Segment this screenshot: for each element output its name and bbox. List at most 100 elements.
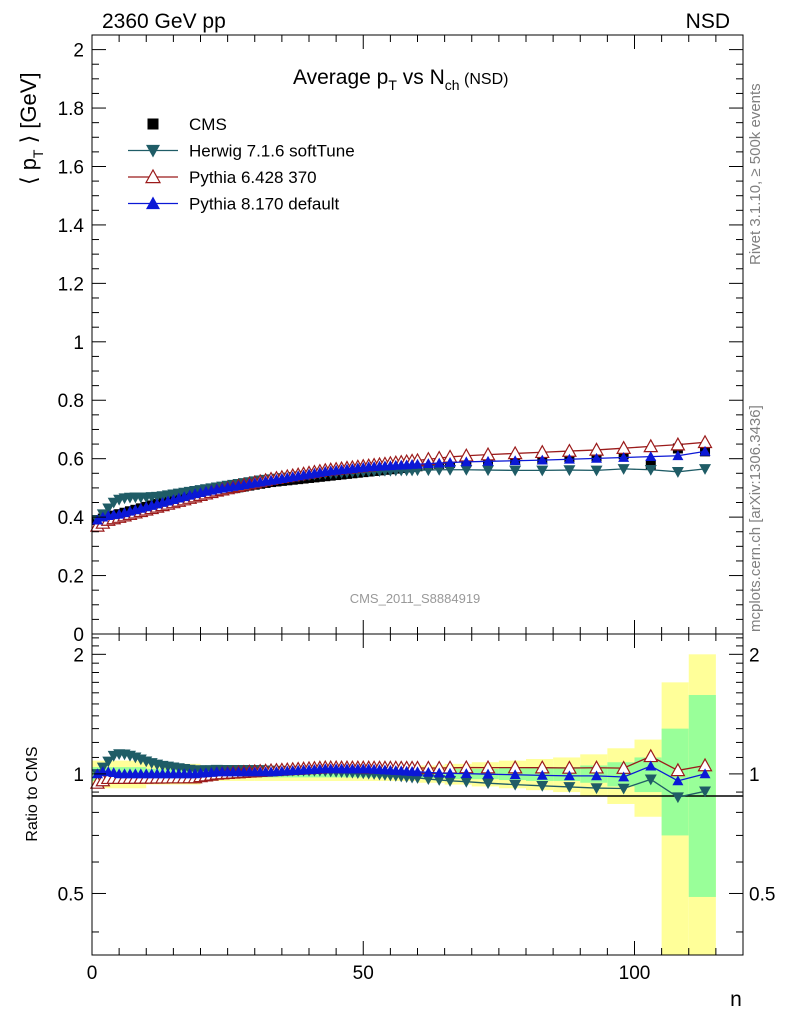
ratio-y-tick-label-right: 2 (749, 645, 760, 666)
ratio-point-pythia8 (433, 767, 445, 778)
ratio-point-herwig (644, 774, 657, 786)
y-tick-label: 0.8 (58, 391, 84, 412)
y-tick-label: 0.6 (58, 450, 84, 471)
ratio-point-herwig (444, 776, 457, 787)
legend-item-herwig: Herwig 7.1.6 softTune (128, 142, 355, 161)
main-plot-axes: 0 0.2 0.4 0.6 0.8 1 1.2 1.4 1.6 1.8 2 (58, 35, 743, 646)
ratio-y-tick-label-right: 0.5 (749, 884, 775, 905)
data-point-pythia8 (460, 456, 472, 467)
ratio-y-tick-label-right: 1 (749, 765, 760, 786)
ratio-y-tick-label: 0.5 (58, 884, 84, 905)
data-point-herwig (644, 464, 657, 476)
main-plot-title: Average pT vs Nch (NSD) (293, 66, 508, 93)
ratio-point-pythia8 (618, 771, 630, 782)
legend-item-pythia6: Pythia 6.428 370 (128, 168, 317, 187)
data-point-herwig (102, 503, 115, 515)
ratio-point-herwig (536, 780, 549, 792)
ratio-point-herwig (671, 792, 684, 804)
y-tick-label: 1 (73, 333, 84, 354)
data-point-pythia8 (618, 452, 630, 462)
data-point-herwig (617, 464, 630, 475)
series-pythia6 (89, 434, 713, 532)
data-point-herwig (433, 464, 446, 476)
legend-item-cms: CMS (147, 115, 227, 134)
ratio-point-pythia8 (563, 770, 575, 781)
ratio-series-pythia8 (91, 760, 711, 786)
data-point-pythia8 (444, 456, 456, 467)
ratio-point-pythia8 (591, 770, 603, 781)
data-point-herwig (460, 464, 473, 476)
ratio-point-herwig (102, 756, 115, 768)
data-point-pythia8 (645, 451, 657, 462)
ratio-point-herwig (422, 774, 435, 786)
mcplots-label: mcplots.cern.ch [arXiv:1306.3436] (747, 405, 764, 632)
data-point-pythia8 (699, 445, 711, 456)
main-plot-marks (89, 434, 713, 532)
legend-label: Pythia 6.428 370 (189, 168, 317, 187)
process-label: NSD (686, 10, 730, 33)
y-tick-label: 1.2 (58, 274, 84, 295)
ratio-point-herwig (590, 783, 603, 795)
legend-marker-pythia6 (144, 168, 162, 184)
main-plot-panel: 0 0.2 0.4 0.6 0.8 1 1.2 1.4 1.6 1.8 2 Average pT v… (16, 34, 744, 646)
data-point-pythia6 (670, 436, 686, 451)
legend-item-pythia8: Pythia 8.170 default (128, 195, 340, 214)
ratio-point-pythia8 (444, 767, 456, 778)
data-point-herwig (482, 465, 495, 477)
rivet-version-label: Rivet 3.1.10, ≥ 500k events (747, 83, 764, 265)
analysis-watermark: CMS_2011_S8884919 (350, 591, 481, 606)
legend-label: Pythia 8.170 default (189, 195, 340, 214)
ratio-point-herwig (482, 778, 495, 790)
data-point-pythia8 (91, 514, 103, 525)
y-tick-label: 1.6 (58, 157, 84, 178)
data-point-herwig (509, 465, 522, 477)
ratio-point-pythia8 (460, 768, 472, 779)
y-tick-label: 0.2 (58, 567, 84, 588)
data-point-pythia8 (672, 450, 684, 461)
ratio-point-pythia8 (412, 766, 423, 777)
data-point-pythia8 (591, 452, 603, 463)
ratio-plot-axes: 0.5 0.5 1 1 2 2 (58, 634, 775, 955)
data-point-herwig (590, 465, 603, 477)
ratio-point-pythia8 (509, 769, 521, 780)
legend-label: CMS (189, 115, 227, 134)
x-tick-label: 100 (619, 963, 651, 984)
y-tick-label: 1.4 (58, 216, 85, 237)
legend-label: Herwig 7.1.6 softTune (189, 142, 355, 161)
ratio-point-herwig (460, 776, 473, 788)
x-axis-label: n (730, 988, 742, 1011)
ratio-y-axis-label: Ratio to CMS (24, 746, 41, 841)
ratio-y-tick-label: 1 (73, 765, 84, 786)
series-pythia8 (91, 445, 711, 525)
ratio-point-pythia8 (482, 768, 494, 779)
data-point-herwig (563, 465, 576, 477)
data-point-pythia8 (433, 457, 445, 468)
data-point-pythia8 (509, 455, 521, 466)
x-tick-label: 50 (353, 963, 374, 984)
data-point-pythia8 (563, 453, 575, 464)
data-point-pythia8 (536, 454, 548, 465)
data-point-herwig (536, 465, 549, 477)
ratio-y-tick-label: 2 (73, 645, 84, 666)
legend: CMS Herwig 7.1.6 softTune Pythia 6.428 370… (128, 115, 355, 214)
legend-marker-herwig (146, 144, 160, 158)
ratio-point-herwig (433, 775, 446, 786)
data-point-cms (645, 459, 656, 470)
ratio-point-herwig (509, 779, 522, 791)
y-tick-label: 2 (73, 41, 84, 62)
data-point-herwig (699, 464, 712, 475)
collision-label: 2360 GeV pp (102, 10, 226, 33)
data-point-herwig (671, 467, 684, 478)
ratio-point-herwig (563, 782, 576, 793)
data-point-pythia8 (412, 458, 423, 469)
uncertainty-bands (92, 654, 716, 955)
y-axis-label: ⟨ pT ⟩ [GeV] (16, 72, 46, 185)
legend-marker-cms (147, 118, 159, 130)
y-tick-label: 0 (73, 625, 84, 646)
data-point-pythia8 (482, 455, 494, 466)
ratio-point-pythia8 (645, 760, 657, 771)
y-tick-label: 1.8 (58, 99, 84, 120)
ratio-plot-panel: 0.5 0.5 1 1 2 2 Ratio to CMS (24, 633, 775, 956)
data-point-pythia6 (697, 434, 713, 449)
